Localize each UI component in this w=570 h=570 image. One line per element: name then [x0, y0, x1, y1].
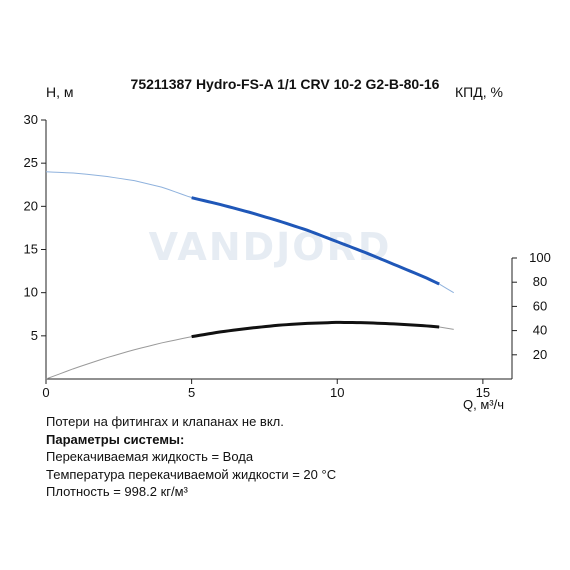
y-tick-label: 20: [24, 198, 38, 213]
note-temperature: Температура перекачиваемой жидкости = 20…: [46, 466, 337, 482]
note-density: Плотность = 998.2 кг/м³: [46, 484, 188, 499]
y2-tick-label: 100: [529, 250, 551, 265]
y2-tick-label: 80: [533, 274, 547, 289]
note-fittings: Потери на фитингах и клапанах не вкл.: [46, 414, 284, 429]
x-tick-label: 5: [188, 385, 195, 400]
x-tick-label: 0: [42, 385, 49, 400]
chart-title: 75211387 Hydro-FS-A 1/1 CRV 10-2 G2-B-80…: [130, 76, 440, 92]
efficiency-curve-operating: [191, 320, 440, 339]
y-tick-label: 5: [31, 328, 38, 343]
system-notes: Потери на фитингах и клапанах не вкл. Па…: [46, 413, 336, 501]
note-liquid: Перекачиваемая жидкость = Вода: [46, 449, 254, 464]
head-curve-operating: [191, 196, 440, 286]
x-axis-label: Q, м³/ч: [463, 397, 504, 412]
x-tick-label: 10: [330, 385, 344, 400]
x-tick-label: 15: [476, 385, 490, 400]
y2-tick-label: 20: [533, 347, 547, 362]
y-tick-label: 15: [24, 242, 38, 257]
y-tick-label: 10: [24, 285, 38, 300]
y-tick-label: 30: [24, 112, 38, 127]
note-params-heading: Параметры системы:: [46, 431, 185, 447]
y-tick-label: 25: [24, 155, 38, 170]
y2-tick-label: 60: [533, 298, 547, 313]
y2-tick-label: 40: [533, 323, 547, 338]
efficiency-curve-full: [45, 321, 454, 380]
y2-axis-label: КПД, %: [455, 84, 503, 100]
y-axis-label: H, м: [46, 84, 74, 100]
